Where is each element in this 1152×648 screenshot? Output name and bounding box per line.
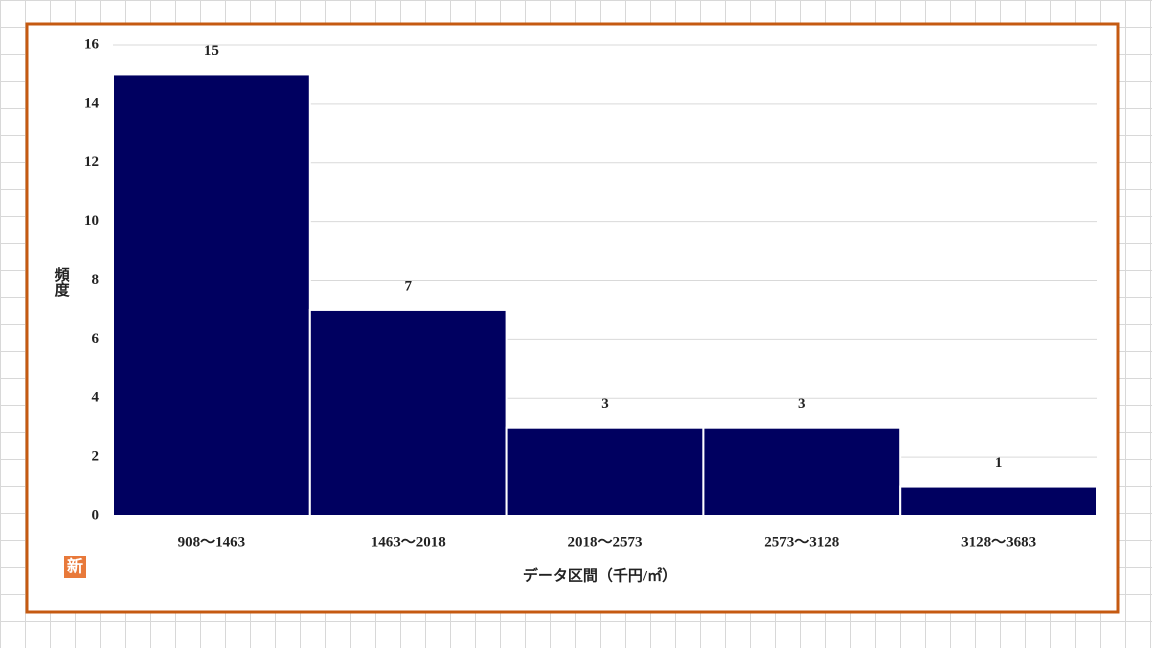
y-tick-label: 2	[92, 449, 100, 465]
y-tick-label: 0	[92, 507, 100, 523]
data-label: 15	[204, 43, 219, 59]
data-label: 3	[798, 396, 806, 412]
badge-box	[64, 556, 86, 578]
y-tick-label: 4	[92, 390, 100, 406]
data-label: 7	[404, 278, 412, 294]
badge: 新	[67, 557, 83, 576]
y-tick-label: 10	[84, 213, 99, 229]
bar	[505, 426, 705, 517]
y-tick-label: 14	[84, 95, 100, 111]
data-label: 1	[995, 455, 1003, 471]
y-tick-label: 6	[92, 331, 100, 347]
y-axis-label: 頻度	[53, 266, 70, 298]
x-tick-label: 2573～3128	[764, 534, 839, 550]
x-tick-label: 908～1463	[178, 534, 246, 550]
x-axis-label: データ区間（千円/㎡）	[523, 566, 677, 584]
x-tick-label: 2018～2573	[567, 534, 642, 550]
y-tick-label: 12	[84, 154, 99, 170]
x-tick-label: 3128～3683	[961, 534, 1036, 550]
bar	[112, 73, 311, 517]
x-tick-label: 1463～2018	[371, 534, 446, 550]
bar	[702, 426, 902, 517]
y-tick-label: 8	[92, 272, 100, 288]
bar	[899, 485, 1099, 517]
data-label: 3	[601, 396, 609, 412]
y-tick-label: 16	[84, 36, 100, 52]
bar	[308, 308, 508, 517]
